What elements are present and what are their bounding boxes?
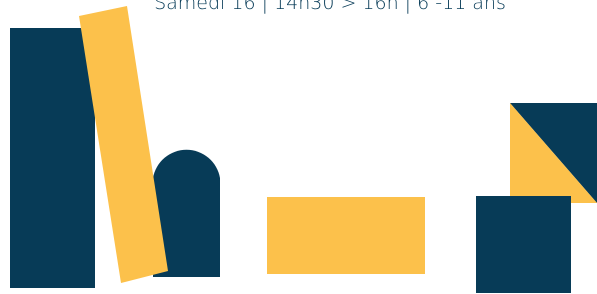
navy-square	[476, 196, 571, 293]
event-info: Samedi 16 | 14h30 > 16h | 6 -11 ans	[154, 0, 506, 14]
yellow-block	[267, 197, 425, 274]
page: {"header": {"text": "Samedi 16 | 14h30 >…	[0, 0, 597, 294]
navy-column	[10, 28, 95, 288]
banner: Samedi 16 | 14h30 > 16h | 6 -11 ans	[0, 0, 597, 294]
